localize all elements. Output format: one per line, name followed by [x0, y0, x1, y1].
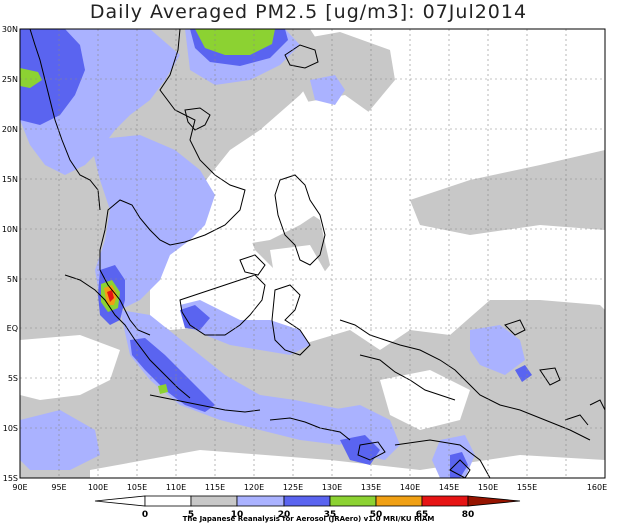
lat-tick: 20N — [2, 125, 18, 134]
colorbar-label: 20 — [278, 510, 291, 520]
lon-tick: 150E — [478, 483, 498, 492]
lat-tick: EQ — [7, 324, 18, 333]
lon-tick: 140E — [400, 483, 420, 492]
lon-tick: 155E — [517, 483, 537, 492]
colorbar-label: 0 — [142, 510, 148, 520]
lon-tick: 135E — [361, 483, 381, 492]
colorbar-swatch — [375, 495, 423, 507]
lon-tick: 125E — [283, 483, 303, 492]
lat-tick: 5S — [8, 374, 18, 383]
lat-tick: 30N — [2, 25, 18, 34]
colorbar-label: 80 — [462, 510, 475, 520]
lat-tick: 25N — [2, 75, 18, 84]
map-frame — [19, 28, 606, 479]
colorbar-label: 50 — [370, 510, 383, 520]
colorbar-swatch — [421, 495, 469, 507]
lat-tick: 15N — [2, 175, 18, 184]
colorbar — [94, 495, 521, 507]
lon-tick: 100E — [88, 483, 108, 492]
colorbar-swatch — [236, 495, 285, 507]
pm-level-65-80-area — [107, 290, 114, 302]
lon-tick: 90E — [12, 483, 27, 492]
colorbar-swatch — [329, 495, 377, 507]
lon-tick: 160E — [587, 483, 607, 492]
map-title: Daily Averaged PM2.5 [ug/m3]: 07Jul2014 — [89, 1, 528, 23]
lon-tick: 130E — [322, 483, 342, 492]
map-canvas — [20, 29, 605, 478]
lat-axis: 30N 25N 20N 15N 10N 5N EQ 5S 10S 15S — [2, 25, 18, 483]
coastlines — [29, 29, 605, 478]
lon-tick: 110E — [166, 483, 186, 492]
lat-tick: 10N — [2, 225, 18, 234]
lon-tick: 105E — [127, 483, 147, 492]
data-credit: The Japanese Reanalysis for Aerosol (JRA… — [182, 515, 435, 523]
lon-tick: 145E — [439, 483, 459, 492]
colorbar-swatch — [283, 495, 331, 507]
colorbar-label: 65 — [416, 510, 429, 520]
lon-tick: 115E — [205, 483, 225, 492]
colorbar-swatch — [190, 495, 238, 507]
colorbar-label: 35 — [324, 510, 337, 520]
lon-axis: 90E 95E 100E 105E 110E 115E 120E 125E 13… — [12, 483, 607, 492]
lat-tick: 10S — [3, 424, 18, 433]
colorbar-swatch — [467, 495, 521, 507]
lon-tick: 95E — [51, 483, 66, 492]
lat-tick: 5N — [7, 275, 18, 284]
colorbar-labels: 0 5 10 20 35 50 65 80 — [142, 510, 474, 520]
lat-tick: 15S — [3, 474, 18, 483]
colorbar-label: 5 — [188, 510, 194, 520]
colorbar-swatch — [144, 495, 192, 507]
lon-tick: 120E — [244, 483, 264, 492]
pm-level-0-5-area — [20, 75, 605, 478]
colorbar-label: 10 — [231, 510, 244, 520]
colorbar-swatch — [94, 495, 146, 507]
